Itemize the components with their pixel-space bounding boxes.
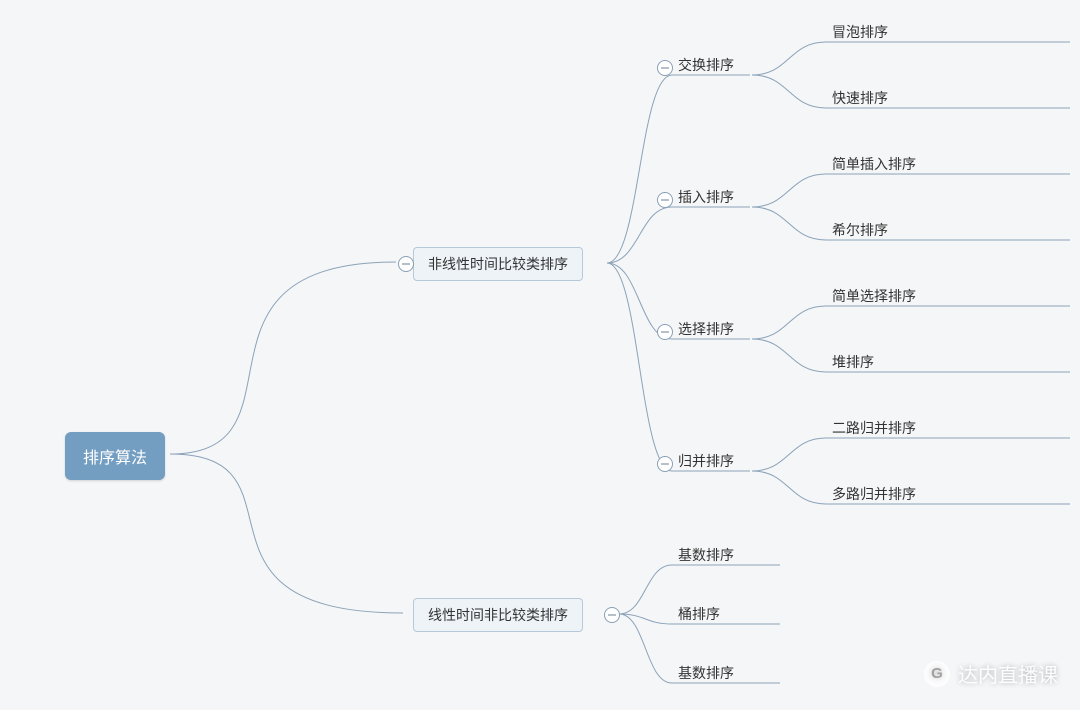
leaf-label[interactable]: 快速排序 xyxy=(832,88,888,108)
wechat-icon: G xyxy=(924,661,950,687)
watermark-text: 达内直播课 xyxy=(958,659,1058,688)
category-box[interactable]: 非线性时间比较类排序 xyxy=(413,247,583,281)
leaf-label[interactable]: 二路归并排序 xyxy=(832,418,916,438)
subcategory-label[interactable]: 选择排序 xyxy=(678,319,734,339)
subcategory-label[interactable]: 基数排序 xyxy=(678,663,734,683)
leaf-label[interactable]: 堆排序 xyxy=(832,352,874,372)
subcategory-label[interactable]: 插入排序 xyxy=(678,187,734,207)
leaf-label[interactable]: 简单插入排序 xyxy=(832,154,916,174)
collapse-icon[interactable] xyxy=(657,456,673,472)
watermark: G 达内直播课 xyxy=(924,659,1058,688)
collapse-icon[interactable] xyxy=(398,256,414,272)
subcategory-label[interactable]: 归并排序 xyxy=(678,451,734,471)
subcategory-label[interactable]: 桶排序 xyxy=(678,604,720,624)
collapse-icon[interactable] xyxy=(657,60,673,76)
subcategory-label[interactable]: 交换排序 xyxy=(678,55,734,75)
subcategory-label[interactable]: 基数排序 xyxy=(678,545,734,565)
collapse-icon[interactable] xyxy=(657,324,673,340)
collapse-icon[interactable] xyxy=(657,192,673,208)
root-node[interactable]: 排序算法 xyxy=(65,432,165,480)
leaf-label[interactable]: 希尔排序 xyxy=(832,220,888,240)
category-box[interactable]: 线性时间非比较类排序 xyxy=(413,598,583,632)
leaf-label[interactable]: 简单选择排序 xyxy=(832,286,916,306)
collapse-icon[interactable] xyxy=(604,607,620,623)
leaf-label[interactable]: 多路归并排序 xyxy=(832,484,916,504)
leaf-label[interactable]: 冒泡排序 xyxy=(832,22,888,42)
